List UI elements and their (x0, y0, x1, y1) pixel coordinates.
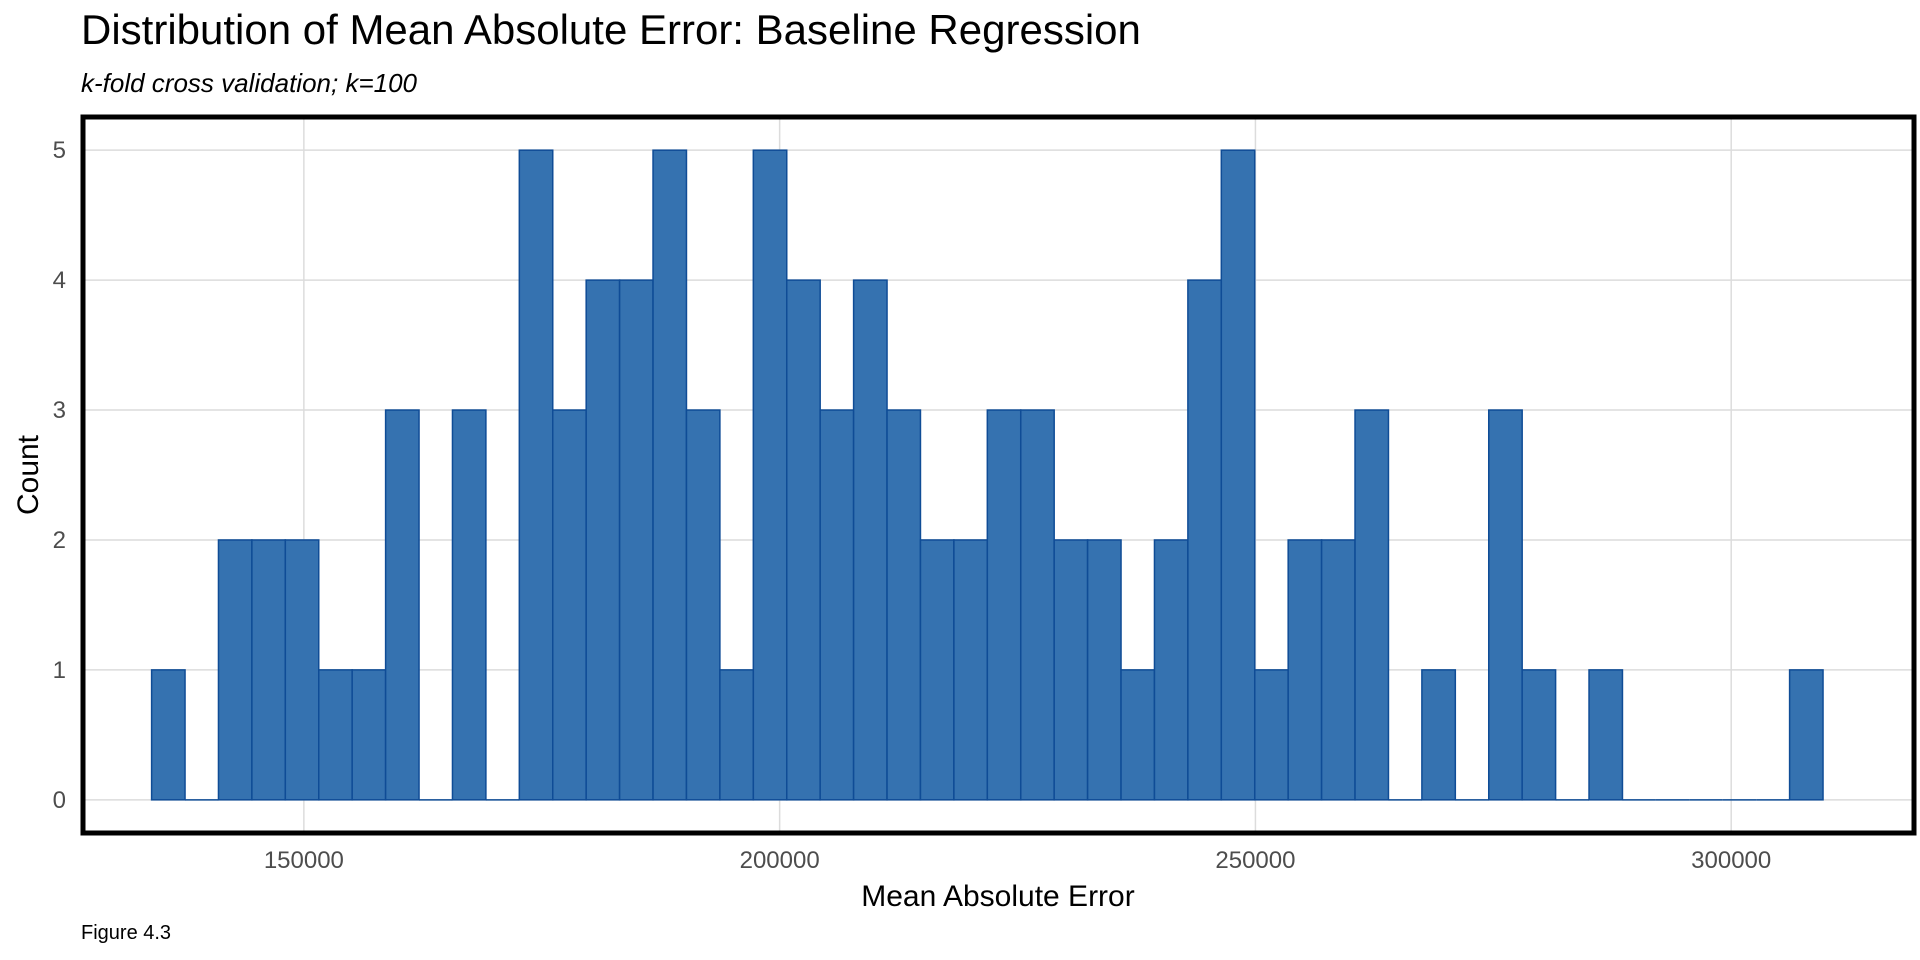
histogram-bar (1019, 409, 1055, 801)
histogram-bar (919, 539, 955, 801)
y-tick-label: 0 (53, 787, 66, 814)
x-tick-label: 250000 (1215, 847, 1295, 874)
histogram-bar (719, 669, 755, 801)
y-tick-label: 1 (53, 657, 66, 684)
histogram-bar (752, 149, 788, 801)
x-tick-label: 300000 (1691, 847, 1771, 874)
x-tick-label: 150000 (264, 847, 344, 874)
y-axis-title: Count (12, 434, 45, 515)
histogram-bar (886, 409, 922, 801)
histogram-bar (1053, 539, 1089, 801)
histogram-bar (251, 539, 287, 801)
histogram-bars (150, 149, 1824, 801)
histogram-bar (618, 279, 654, 801)
histogram-bar (953, 539, 989, 801)
histogram-bar (1220, 149, 1256, 801)
figure-caption: Figure 4.3 (81, 922, 172, 944)
y-tick-label: 5 (53, 137, 66, 164)
histogram-bar (1253, 669, 1289, 801)
histogram-bar (1320, 539, 1356, 801)
x-tick-labels: 150000 200000 250000 300000 (264, 847, 1771, 874)
histogram-bar (1421, 669, 1457, 801)
x-axis-title: Mean Absolute Error (861, 880, 1134, 913)
histogram-bar (1788, 669, 1824, 801)
histogram-bar (1287, 539, 1323, 801)
histogram-bar (1086, 539, 1122, 801)
histogram-bar (1521, 669, 1557, 801)
histogram-bar (819, 409, 855, 801)
y-tick-labels: 0 1 2 3 4 5 (53, 137, 66, 814)
y-tick-label: 3 (53, 397, 66, 424)
histogram-bar (318, 669, 353, 801)
histogram-bar (652, 149, 688, 801)
histogram-bar (1187, 279, 1223, 801)
histogram-bar (1120, 669, 1156, 801)
plot-border (80, 114, 1917, 836)
histogram-bar (685, 409, 721, 801)
chart-subtitle: k-fold cross validation; k=100 (81, 68, 418, 98)
y-tick-label: 2 (53, 527, 66, 554)
chart-title: Distribution of Mean Absolute Error: Bas… (81, 6, 1141, 53)
histogram-bar (785, 279, 821, 801)
histogram-bar (852, 279, 888, 801)
histogram-bar (518, 149, 554, 801)
y-tick-label: 4 (53, 267, 66, 294)
histogram-bar (986, 409, 1022, 801)
histogram-bar (451, 409, 487, 801)
histogram-bar (351, 669, 387, 801)
histogram-bar (552, 409, 587, 801)
histogram-bar (1354, 409, 1390, 801)
x-tick-label: 200000 (740, 847, 820, 874)
histogram-bar (1153, 539, 1189, 801)
histogram-bar (1487, 409, 1523, 801)
histogram-bar (585, 279, 621, 801)
histogram-bar (150, 669, 186, 801)
histogram-bar (217, 539, 253, 801)
histogram-bar (1588, 669, 1624, 801)
histogram-bar (384, 409, 420, 801)
histogram-bar (284, 539, 320, 801)
